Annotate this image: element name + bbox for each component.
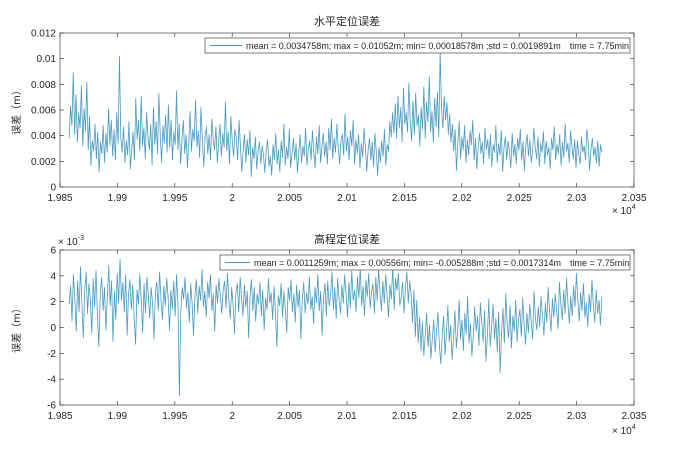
x-tick-label: 2.01 — [337, 193, 357, 204]
y-tick-label: -2 — [47, 349, 56, 360]
x-ticks: 1.985 1.99 1.995 2 2.005 2.01 2.015 2.02 2.025 2.… — [47, 250, 647, 422]
x-tick-label: 1.995 — [162, 193, 187, 204]
vertical-error-plot: 高程定位误差 1.985 1.99 1.995 2 2.005 2.01 2.015 2.02… — [10, 232, 647, 437]
y-tick-label: 0.01 — [37, 54, 57, 65]
legend-label: mean = 0.0011259m; max = 0.00556m; min= … — [254, 258, 629, 268]
series-layer — [68, 258, 603, 397]
x-tick-label: 2.02 — [452, 411, 472, 422]
y-tick-label: 0.012 — [31, 29, 56, 40]
plot-area — [60, 250, 634, 405]
y-tick-label: 0 — [50, 323, 56, 334]
x-tick-label: 2.005 — [277, 193, 302, 204]
y-tick-label: 0.002 — [31, 157, 56, 168]
x-ticks: 1.985 1.99 1.995 2 2.005 2.01 2.015 2.02 2.025 2.… — [47, 33, 647, 204]
x-tick-label: 2 — [229, 411, 235, 422]
x-tick-label: 2.005 — [277, 411, 302, 422]
data-line — [68, 51, 603, 178]
x-tick-label: 2.025 — [507, 411, 532, 422]
y-tick-label: -4 — [47, 375, 56, 386]
x-tick-label: 1.995 — [162, 411, 187, 422]
x-tick-label: 2.025 — [507, 193, 532, 204]
chart-title: 高程定位误差 — [314, 232, 380, 246]
y-tick-label: 6 — [50, 246, 56, 257]
legend: mean = 0.0011259m; max = 0.00556m; min= … — [219, 254, 631, 271]
x-multiplier-exponent: 4 — [632, 424, 636, 431]
y-tick-label: 2 — [50, 297, 56, 308]
chart-title: 水平定位误差 — [314, 14, 380, 28]
y-tick-label: 4 — [50, 271, 56, 282]
legend-box — [204, 37, 631, 54]
y-tick-label: 0.006 — [31, 106, 56, 117]
plot-area — [60, 33, 634, 187]
y-tick-label: 0 — [50, 183, 56, 194]
x-tick-label: 2.035 — [621, 193, 646, 204]
legend-label: mean = 0.0034758m; max = 0.01052m; min= … — [246, 41, 629, 51]
x-multiplier: × 104 — [612, 204, 636, 217]
y-ticks: 0 0.002 0.004 0.006 0.008 0.01 0.012 — [31, 29, 634, 194]
x-multiplier-base: × 10 — [612, 206, 632, 217]
legend: mean = 0.0034758m; max = 0.01052m; min= … — [204, 37, 631, 54]
x-tick-label: 2.015 — [392, 193, 417, 204]
y-ticks: -6 -4 -2 0 2 4 6 — [47, 246, 634, 412]
x-tick-label: 2.015 — [392, 411, 417, 422]
y-tick-label: -6 — [47, 401, 56, 412]
x-tick-label: 2.035 — [621, 411, 646, 422]
x-multiplier: × 104 — [612, 424, 636, 437]
x-tick-label: 2.01 — [337, 411, 357, 422]
x-tick-label: 2.03 — [567, 193, 587, 204]
x-tick-label: 2 — [229, 193, 235, 204]
legend-box — [219, 254, 631, 271]
x-multiplier-base: × 10 — [612, 426, 632, 437]
y-axis-label: 误差（m） — [10, 85, 23, 135]
x-tick-label: 1.985 — [47, 411, 72, 422]
horizontal-error-plot: 水平定位误差 1.985 1.99 1.995 2 2.005 2.01 2.015 2.02… — [10, 14, 647, 217]
y-axis-label: 误差（m） — [10, 303, 23, 353]
series-layer — [68, 51, 603, 178]
x-tick-label: 1.99 — [108, 411, 128, 422]
x-tick-label: 2.02 — [452, 193, 472, 204]
y-multiplier: × 10-3 — [58, 235, 84, 248]
x-multiplier-exponent: 4 — [632, 204, 636, 211]
y-tick-label: 0.008 — [31, 80, 56, 91]
y-multiplier-base: × 10 — [58, 237, 78, 248]
x-tick-label: 1.99 — [108, 193, 128, 204]
y-tick-label: 0.004 — [31, 131, 56, 142]
y-multiplier-exponent: -3 — [78, 235, 84, 242]
x-tick-label: 2.03 — [567, 411, 587, 422]
data-line — [68, 258, 603, 397]
x-tick-label: 1.985 — [47, 193, 72, 204]
